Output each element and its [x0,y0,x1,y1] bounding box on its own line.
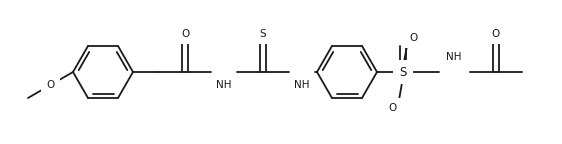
Text: NH: NH [446,52,462,62]
Text: S: S [260,29,266,39]
Text: O: O [409,33,417,43]
Text: S: S [400,66,407,78]
Text: O: O [46,80,55,90]
Text: O: O [492,29,500,39]
Text: O: O [389,103,397,113]
Text: NH: NH [294,80,310,90]
Text: NH: NH [216,80,232,90]
Text: O: O [181,29,189,39]
